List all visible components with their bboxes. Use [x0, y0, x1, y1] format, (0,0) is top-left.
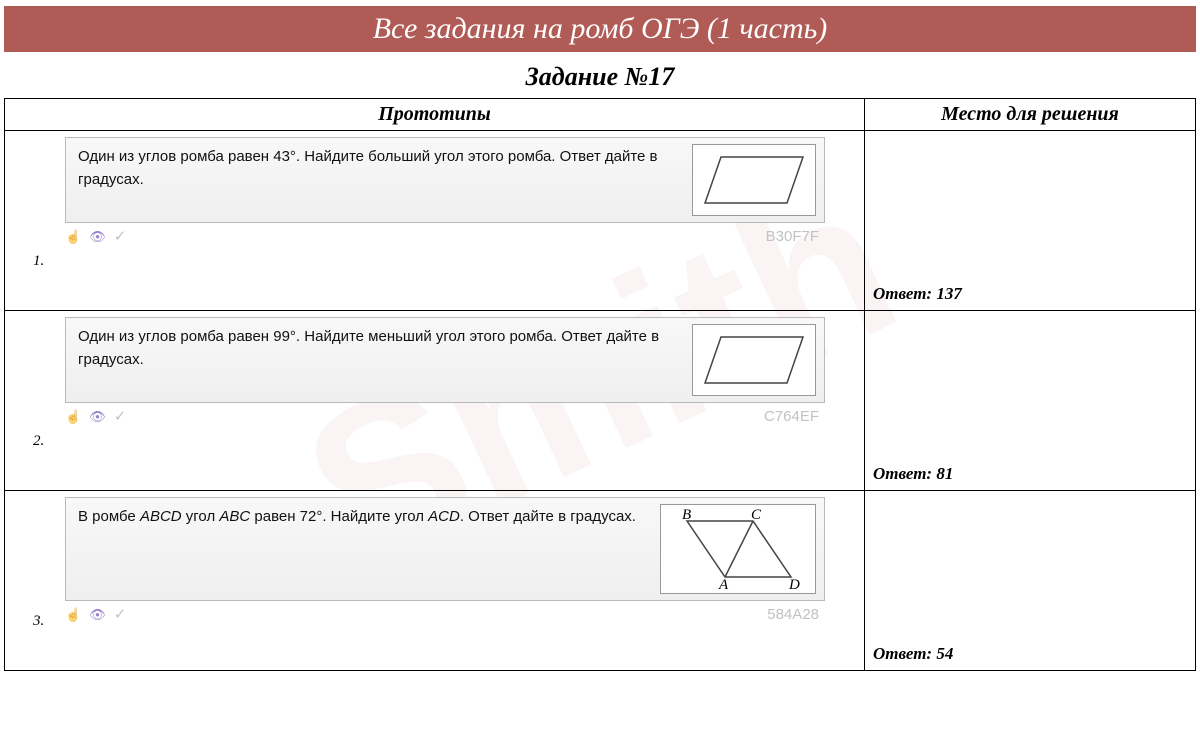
prototype-cell: Один из углов ромба равен 99°. Найдите м… [5, 311, 865, 491]
solution-cell: Ответ: 54 [865, 491, 1196, 671]
problem-code: B30F7F [766, 228, 819, 245]
problem-figure [692, 144, 816, 216]
eye-icon[interactable]: 👁 [89, 229, 106, 245]
label-B: B [682, 507, 691, 523]
problem-card: Один из углов ромба равен 43°. Найдите б… [65, 137, 825, 223]
page-title-banner: Все задания на ромб ОГЭ (1 часть) [4, 6, 1196, 52]
prototype-cell: Один из углов ромба равен 43°. Найдите б… [5, 131, 865, 311]
problem-card: В ромбе ABCD угол ABC равен 72°. Найдите… [65, 497, 825, 601]
answer-value: 54 [936, 644, 953, 663]
prototype-cell: В ромбе ABCD угол ABC равен 72°. Найдите… [5, 491, 865, 671]
problem-card: Один из углов ромба равен 99°. Найдите м… [65, 317, 825, 403]
check-icon[interactable]: ✓ [114, 407, 127, 426]
problem-figure: B C A D [660, 504, 816, 594]
problem-code: C764EF [764, 408, 819, 425]
task-subtitle: Задание №17 [0, 62, 1200, 92]
problem-code: 584A28 [767, 606, 819, 623]
solution-cell: Ответ: 137 [865, 131, 1196, 311]
check-icon[interactable]: ✓ [114, 605, 127, 624]
row-number: 1. [33, 253, 44, 270]
solution-cell: Ответ: 81 [865, 311, 1196, 491]
card-toolbar: ☝ 👁 ✓ 584A28 [65, 605, 825, 624]
col-header-solution: Место для решения [865, 99, 1196, 131]
label-A: A [718, 577, 729, 591]
hand-icon[interactable]: ☝ [65, 409, 81, 425]
problem-figure [692, 324, 816, 396]
col-header-prototypes: Прототипы [5, 99, 865, 131]
answer-label: Ответ: [873, 644, 932, 663]
card-toolbar: ☝ 👁 ✓ B30F7F [65, 227, 825, 246]
table-row: Один из углов ромба равен 99°. Найдите м… [5, 311, 1196, 491]
answer-line: Ответ: 54 [873, 644, 953, 664]
page-title: Все задания на ромб ОГЭ (1 часть) [373, 12, 828, 45]
hand-icon[interactable]: ☝ [65, 229, 81, 245]
eye-icon[interactable]: 👁 [89, 409, 106, 425]
problem-text: Один из углов ромба равен 99°. Найдите м… [74, 324, 682, 396]
answer-label: Ответ: [873, 284, 932, 303]
card-toolbar: ☝ 👁 ✓ C764EF [65, 407, 825, 426]
answer-value: 137 [936, 284, 962, 303]
answer-value: 81 [936, 464, 953, 483]
hand-icon[interactable]: ☝ [65, 607, 81, 623]
answer-line: Ответ: 137 [873, 284, 962, 304]
rhombus-labeled-icon: B C A D [663, 507, 813, 591]
problems-table: Прототипы Место для решения Один из угло… [4, 98, 1196, 671]
rhombus-icon [695, 327, 813, 393]
table-row: В ромбе ABCD угол ABC равен 72°. Найдите… [5, 491, 1196, 671]
problem-text: В ромбе ABCD угол ABC равен 72°. Найдите… [74, 504, 650, 594]
check-icon[interactable]: ✓ [114, 227, 127, 246]
eye-icon[interactable]: 👁 [89, 607, 106, 623]
row-number: 2. [33, 433, 44, 450]
row-number: 3. [33, 613, 44, 630]
answer-line: Ответ: 81 [873, 464, 953, 484]
problem-text: Один из углов ромба равен 43°. Найдите б… [74, 144, 682, 216]
answer-label: Ответ: [873, 464, 932, 483]
table-row: Один из углов ромба равен 43°. Найдите б… [5, 131, 1196, 311]
rhombus-icon [695, 147, 813, 213]
label-D: D [788, 577, 800, 591]
label-C: C [751, 507, 762, 523]
